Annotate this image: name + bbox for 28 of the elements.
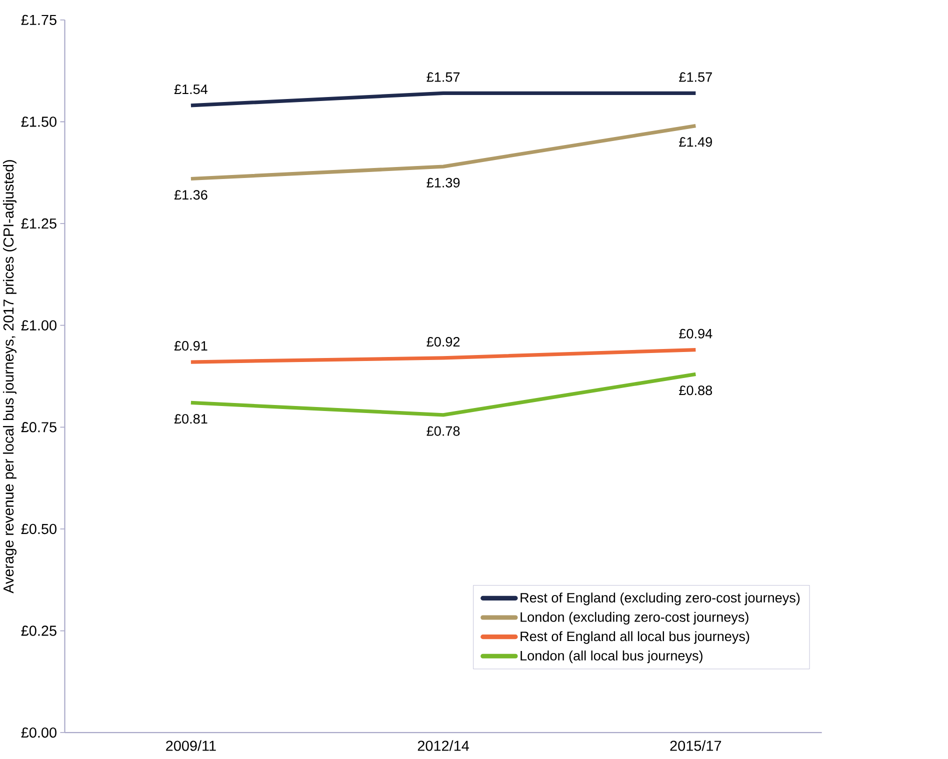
data-label: £1.54 <box>174 84 208 94</box>
data-label: £1.57 <box>426 72 460 82</box>
data-label: £1.57 <box>679 72 712 82</box>
x-tick-label: 2015/17 <box>670 740 722 751</box>
data-label: £0.91 <box>174 341 208 351</box>
data-label: £0.88 <box>679 386 712 396</box>
data-label: £0.94 <box>679 328 712 338</box>
y-tick-label: £0.25 <box>21 626 56 636</box>
x-tick-label: 2009/11 <box>166 740 216 751</box>
data-label: £1.49 <box>679 137 712 147</box>
y-axis-title: Average revenue per local bus journeys, 2017 prices (CPI-adjusted) <box>3 160 16 594</box>
y-tick-label: £0.50 <box>21 524 56 534</box>
y-tick-label: £1.25 <box>21 218 56 229</box>
data-label: £0.81 <box>174 414 208 424</box>
legend-label: Rest of England (excluding zero-cost journeys) <box>520 592 800 606</box>
legend-label: London (excluding zero-cost journeys) <box>520 612 748 625</box>
legend-label: London (all local bus journeys) <box>520 650 702 664</box>
y-tick-label: £1.75 <box>21 14 56 26</box>
y-tick-label: £0.75 <box>21 422 56 432</box>
data-label: £1.36 <box>174 190 208 200</box>
legend-label: Rest of England all local bus journeys) <box>520 631 750 644</box>
data-label: £1.39 <box>426 178 460 188</box>
data-label: £0.78 <box>426 426 460 436</box>
y-tick-label: £1.50 <box>21 116 56 127</box>
y-tick-label: £0.00 <box>21 728 56 738</box>
data-label: £0.92 <box>426 337 460 347</box>
y-tick-label: £1.00 <box>21 320 56 331</box>
x-tick-label: 2012/14 <box>418 740 469 751</box>
